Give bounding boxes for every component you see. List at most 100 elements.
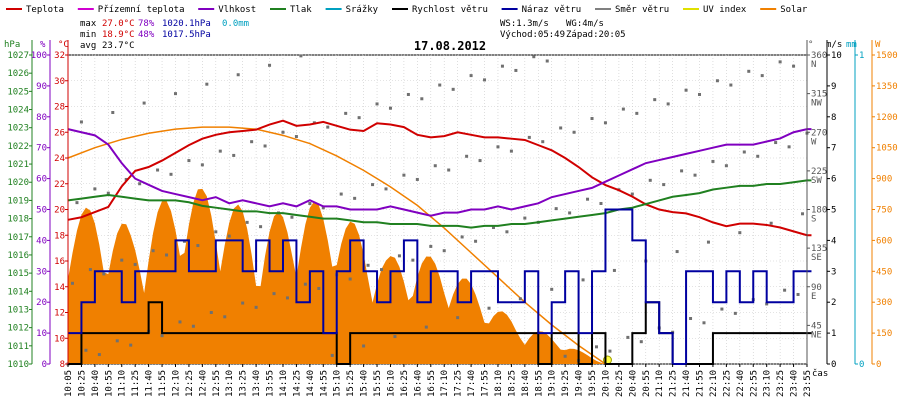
series-direction-point-138 bbox=[684, 88, 688, 92]
axis-solar-label-6: 900 bbox=[876, 175, 892, 185]
axis-direction-label-5: 135 bbox=[811, 244, 827, 254]
stats-rain: 0.0mm bbox=[222, 19, 249, 29]
axis-wind-label-4: 4 bbox=[831, 236, 836, 246]
unit-pct: % bbox=[40, 40, 46, 50]
axis-pressure-label-7: 1017 bbox=[7, 233, 29, 243]
x-label-48: 22:10 bbox=[709, 370, 719, 397]
x-label-40: 20:10 bbox=[601, 370, 611, 397]
series-direction-point-70 bbox=[380, 268, 384, 272]
x-label-11: 12:55 bbox=[212, 370, 222, 397]
x-label-12: 13:10 bbox=[225, 370, 235, 397]
axis-solar-label-7: 1050 bbox=[876, 144, 898, 154]
axis-wind-label-10: 10 bbox=[831, 51, 842, 61]
stats-ws: WS:1.3m/s bbox=[500, 19, 549, 29]
axis-solar-label-10: 1500 bbox=[876, 51, 898, 61]
series-direction-point-144 bbox=[711, 159, 715, 163]
series-direction-point-31 bbox=[205, 82, 209, 86]
series-direction-point-102 bbox=[523, 216, 527, 220]
axis-pressure-label-8: 1018 bbox=[7, 215, 29, 225]
axis-rain-label-0: 0 bbox=[859, 360, 864, 370]
series-direction-point-154 bbox=[756, 154, 760, 158]
series-direction-point-128 bbox=[639, 340, 643, 344]
series-direction-point-13 bbox=[124, 177, 128, 181]
axis-wind-label-2: 2 bbox=[831, 298, 836, 308]
series-direction-point-131 bbox=[653, 98, 657, 102]
axis-direction-label-7: 45 bbox=[811, 321, 822, 331]
series-direction-point-56 bbox=[317, 286, 321, 290]
axis-temperature-label-9: 26 bbox=[54, 128, 65, 138]
series-direction-point-142 bbox=[702, 321, 706, 325]
series-direction-point-90 bbox=[469, 74, 473, 78]
series-direction-point-94 bbox=[487, 306, 491, 310]
series-direction-point-65 bbox=[357, 116, 361, 120]
x-label-38: 19:40 bbox=[575, 370, 585, 397]
series-direction-point-67 bbox=[366, 263, 370, 267]
series-direction-point-163 bbox=[796, 292, 800, 296]
axis-direction-compass-5: SE bbox=[811, 253, 822, 263]
series-direction-point-97 bbox=[500, 64, 504, 68]
series-line-4 bbox=[68, 208, 812, 365]
axis-wind-label-3: 3 bbox=[831, 267, 836, 277]
axis-direction-compass-2: W bbox=[811, 137, 817, 147]
axis-temperature-label-0: 8 bbox=[60, 360, 65, 370]
series-direction-point-52 bbox=[299, 54, 303, 58]
series-direction-point-3 bbox=[79, 120, 83, 124]
stats-min-hum: 48% bbox=[138, 30, 155, 40]
series-direction-point-64 bbox=[353, 196, 357, 200]
axis-direction-label-3: 225 bbox=[811, 167, 827, 177]
axis-humidity-label-9: 90 bbox=[36, 82, 47, 92]
series-direction-point-82 bbox=[433, 164, 437, 168]
axis-direction-compass-4: S bbox=[811, 215, 816, 225]
stats-avg-temp: 23.7°C bbox=[102, 41, 135, 51]
axis-humidity-label-0: 0 bbox=[42, 360, 47, 370]
unit-deg: ° bbox=[808, 40, 813, 50]
legend-label-8: UV index bbox=[703, 5, 747, 15]
x-label-23: 15:55 bbox=[373, 370, 383, 397]
series-direction-point-96 bbox=[496, 145, 500, 149]
axis-temperature-label-10: 28 bbox=[54, 103, 65, 113]
series-direction-point-30 bbox=[200, 163, 204, 167]
axis-temperature-label-4: 16 bbox=[54, 257, 65, 267]
plot-area bbox=[66, 54, 812, 366]
axis-humidity-label-8: 80 bbox=[36, 113, 47, 123]
x-label-28: 17:10 bbox=[440, 370, 450, 397]
axis-solar-label-2: 300 bbox=[876, 298, 892, 308]
series-direction-point-42 bbox=[254, 305, 258, 309]
series-direction-point-120 bbox=[603, 121, 607, 125]
series-direction-point-109 bbox=[554, 207, 558, 211]
legend-label-1: Přízemní teplota bbox=[98, 5, 185, 15]
axis-direction-compass-7: NE bbox=[811, 330, 822, 340]
series-direction-point-40 bbox=[245, 220, 249, 224]
series-direction-point-80 bbox=[424, 325, 428, 329]
series-direction-point-75 bbox=[402, 173, 406, 177]
series-direction-point-164 bbox=[801, 212, 805, 216]
series-direction-point-24 bbox=[173, 92, 177, 96]
axis-wind-label-5: 5 bbox=[831, 206, 836, 216]
axis-direction-label-2: 270 bbox=[811, 128, 827, 138]
axis-wind-label-8: 8 bbox=[831, 113, 836, 123]
axis-pressure-label-11: 1021 bbox=[7, 160, 29, 170]
axis-pressure-label-17: 1027 bbox=[7, 51, 29, 61]
x-label-25: 16:25 bbox=[400, 370, 410, 397]
x-label-51: 22:55 bbox=[749, 370, 759, 397]
series-direction-point-59 bbox=[330, 353, 334, 357]
x-label-37: 19:25 bbox=[561, 370, 571, 397]
axis-direction-compass-1: NW bbox=[811, 99, 822, 109]
series-direction-point-51 bbox=[294, 135, 298, 139]
series-direction-point-28 bbox=[191, 324, 195, 328]
x-label-44: 21:10 bbox=[655, 370, 665, 397]
series-direction-point-95 bbox=[491, 226, 495, 230]
series-direction-point-106 bbox=[541, 140, 545, 144]
x-label-30: 17:40 bbox=[467, 370, 477, 397]
x-label-53: 23:25 bbox=[776, 370, 786, 397]
x-label-18: 14:40 bbox=[306, 370, 316, 397]
x-label-43: 20:55 bbox=[642, 370, 652, 397]
axis-solar-label-5: 750 bbox=[876, 206, 892, 216]
series-direction-point-139 bbox=[689, 317, 693, 321]
series-direction-point-19 bbox=[151, 249, 155, 253]
series-direction-point-146 bbox=[720, 307, 724, 311]
series-direction-point-122 bbox=[612, 268, 616, 272]
axis-solar-label-0: 0 bbox=[876, 360, 881, 370]
unit-w: W bbox=[875, 40, 881, 50]
